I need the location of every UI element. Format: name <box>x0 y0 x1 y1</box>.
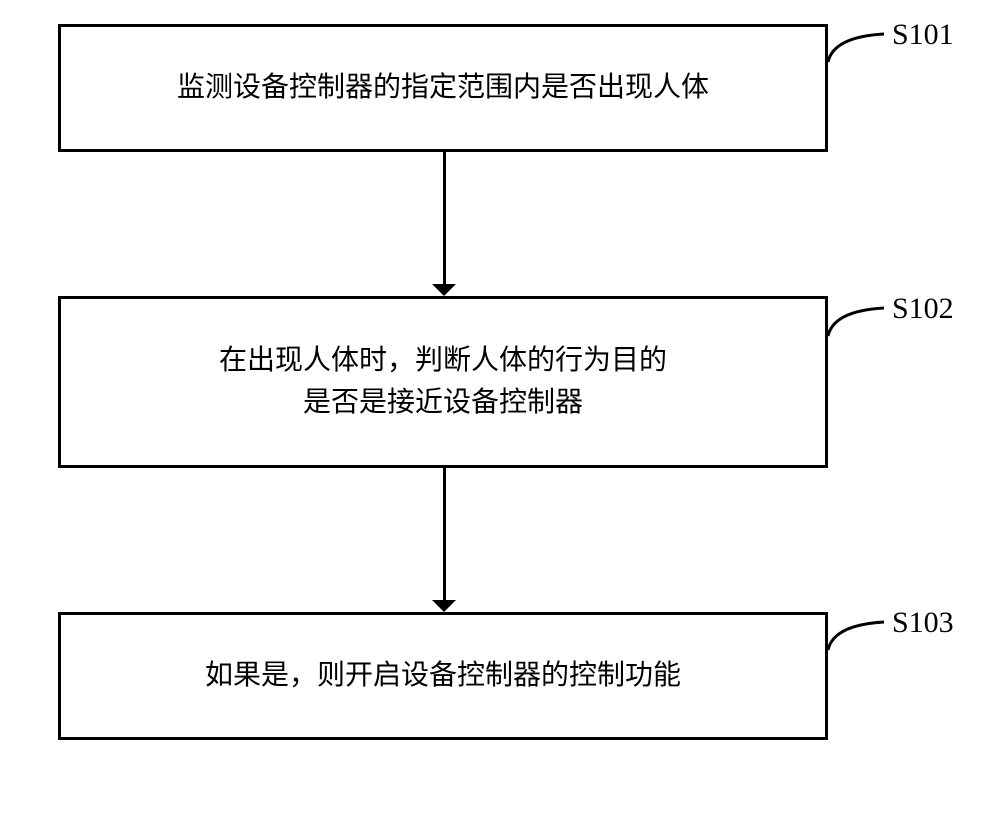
arrow-head-1 <box>432 284 456 296</box>
label-connector-s103 <box>828 622 884 650</box>
step-label-s103: S103 <box>892 606 954 640</box>
flowchart-canvas: 监测设备控制器的指定范围内是否出现人体 S101 在出现人体时，判断人体的行为目… <box>0 0 1000 818</box>
process-node-s103: 如果是，则开启设备控制器的控制功能 <box>58 612 828 740</box>
process-node-s102: 在出现人体时，判断人体的行为目的 是否是接近设备控制器 <box>58 296 828 468</box>
arrow-line-1 <box>443 152 446 284</box>
arrow-line-2 <box>443 468 446 600</box>
node-text-s101: 监测设备控制器的指定范围内是否出现人体 <box>177 67 709 109</box>
node-text-s103: 如果是，则开启设备控制器的控制功能 <box>205 655 681 697</box>
process-node-s101: 监测设备控制器的指定范围内是否出现人体 <box>58 24 828 152</box>
label-connector-s101 <box>828 34 884 62</box>
step-label-s101: S101 <box>892 18 954 52</box>
label-connector-s102 <box>828 308 884 336</box>
step-label-s102: S102 <box>892 292 954 326</box>
node-text-s102: 在出现人体时，判断人体的行为目的 是否是接近设备控制器 <box>219 340 667 424</box>
arrow-head-2 <box>432 600 456 612</box>
